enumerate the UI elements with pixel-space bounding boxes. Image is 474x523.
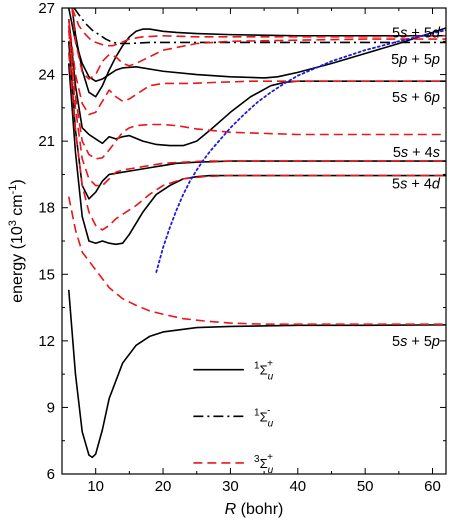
legend-sub: u [268,372,274,383]
y-axis-label-unit: cm [9,194,26,220]
series-line-10 [67,25,446,160]
legend-sub: u [268,418,274,429]
x-axis-title: R (bohr) [225,501,284,518]
legend-sup2: + [267,452,273,463]
asymptote-label-part: 4 [424,176,432,192]
legend: 1Σu+1Σu-3Σu+ [193,359,274,476]
series-line-0 [67,289,446,459]
asymptote-label-part: 5 [392,176,400,192]
series-line-9 [67,30,446,187]
asymptote-label-part: s [400,25,407,41]
y-axis-label-main: energy (10 [9,226,26,303]
legend-sup: 1 [254,407,260,418]
asymptote-label-part: 5 [391,52,399,68]
asymptote-label-5: 5s + 5p [392,334,440,350]
y-tick-label: 21 [38,133,55,150]
legend-sup: 3 [254,454,260,465]
y-tick-label: 15 [38,266,55,283]
x-tick-label: 50 [357,478,374,495]
x-axis-unit: (bohr) [236,501,283,518]
series-line-12 [71,8,446,80]
series-line-5 [71,8,446,98]
y-axis-label-exp: 3 [7,220,19,226]
asymptote-label-part: p [398,52,407,68]
asymptote-label-part: 5 [392,25,400,41]
y-tick-label: 9 [47,399,55,416]
x-tick-label: 40 [289,478,306,495]
series-line-11 [67,19,446,116]
asymptote-label-part: + [407,52,424,68]
asymptote-label-part: s [400,176,407,192]
legend-sub: u [268,465,274,476]
x-axis-variable: R [225,501,237,518]
asymptote-label-part: p [431,90,440,106]
asymptote-label-2: 5s + 6p [392,90,440,106]
series-line-14 [155,29,446,273]
legend-main: Σ [260,456,268,471]
y-tick-label: 6 [47,466,55,483]
x-tick-label: 20 [155,478,172,495]
series-line-3 [67,19,446,147]
asymptote-label-part: + [407,25,424,41]
x-tick-label: 30 [222,478,239,495]
asymptote-label-part: s [433,145,440,161]
y-axis-label-close: ) [9,179,26,184]
asymptote-label-part: p [431,334,440,350]
asymptote-label-1: 5p + 5p [391,52,440,68]
asymptote-label-part: + [407,90,424,106]
series-line-8 [67,52,446,231]
asymptote-label-part: 5 [392,334,400,350]
legend-main: Σ [260,363,268,378]
asymptote-label-part: s [401,145,408,161]
asymptote-label-part: + [408,145,425,161]
asymptote-label-part: p [431,52,440,68]
asymptote-label-part: 5 [424,52,432,68]
y-tick-label: 12 [38,333,55,350]
legend-label-1: 1Σu - [254,405,274,429]
y-axis-label-unit-exp: -1 [7,185,19,195]
asymptote-label-part: 5 [392,90,400,106]
series-line-6 [73,8,446,45]
asymptote-label-3: 5s + 4s [393,145,440,161]
legend-main: Σ [260,409,268,424]
asymptote-label-part: + [407,176,424,192]
x-tick-label: 60 [424,478,441,495]
x-tick-label: 10 [87,478,104,495]
legend-sup2: - [267,405,270,416]
asymptote-label-part: 6 [424,90,432,106]
asymptote-label-part: 4 [425,145,433,161]
asymptote-label-0: 5s + 5d [392,25,441,41]
asymptote-label-part: s [400,334,407,350]
plot-layer [67,8,446,459]
asymptote-label-part: + [407,334,424,350]
legend-sup: 1 [254,361,260,372]
y-axis-title: energy (103 cm-1) [7,179,26,303]
legend-label-2: 3Σu + [254,452,274,476]
asymptote-label-4: 5s + 4d [392,176,441,192]
asymptote-label-part: d [432,176,441,192]
y-tick-label: 18 [38,200,55,217]
series-line-1 [67,63,446,246]
y-tick-label: 24 [38,67,55,84]
asymptote-label-part: 5 [393,145,401,161]
asymptote-label-part: 5 [424,334,432,350]
asymptote-label-part: d [432,25,441,41]
asymptote-label-part: 5 [424,25,432,41]
y-tick-label: 27 [38,0,55,17]
series-line-13 [71,8,446,47]
legend-label-0: 1Σu + [254,359,274,383]
series-line-7 [67,196,446,326]
legend-sup2: + [267,359,273,370]
asymptote-label-part: s [400,90,407,106]
